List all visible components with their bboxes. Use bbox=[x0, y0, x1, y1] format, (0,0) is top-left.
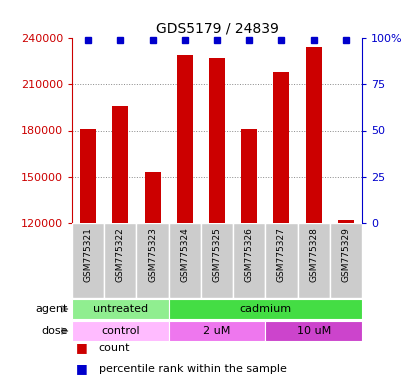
Bar bbox=[265, 321, 361, 341]
Text: GSM775325: GSM775325 bbox=[212, 227, 221, 281]
Text: 2 uM: 2 uM bbox=[203, 326, 230, 336]
Bar bbox=[265, 223, 297, 298]
Bar bbox=[72, 223, 104, 298]
Bar bbox=[209, 58, 225, 223]
Bar bbox=[176, 55, 192, 223]
Text: dose: dose bbox=[41, 326, 68, 336]
Bar bbox=[168, 321, 265, 341]
Bar bbox=[80, 129, 96, 223]
Text: GSM775324: GSM775324 bbox=[180, 227, 189, 281]
Bar bbox=[233, 223, 265, 298]
Text: GSM775329: GSM775329 bbox=[341, 227, 350, 281]
Bar bbox=[72, 321, 168, 341]
Bar bbox=[112, 106, 128, 223]
Bar bbox=[329, 223, 361, 298]
Text: GSM775326: GSM775326 bbox=[244, 227, 253, 281]
Bar bbox=[168, 299, 361, 319]
Text: control: control bbox=[101, 326, 139, 336]
Bar bbox=[144, 172, 160, 223]
Text: count: count bbox=[99, 343, 130, 353]
Bar bbox=[305, 47, 321, 223]
Text: agent: agent bbox=[36, 304, 68, 314]
Title: GDS5179 / 24839: GDS5179 / 24839 bbox=[155, 22, 278, 35]
Bar bbox=[168, 223, 200, 298]
Text: ■: ■ bbox=[76, 362, 88, 375]
Text: cadmium: cadmium bbox=[239, 304, 291, 314]
Text: percentile rank within the sample: percentile rank within the sample bbox=[99, 364, 286, 374]
Text: GSM775322: GSM775322 bbox=[116, 227, 124, 281]
Bar bbox=[273, 72, 289, 223]
Text: GSM775321: GSM775321 bbox=[83, 227, 92, 281]
Text: 10 uM: 10 uM bbox=[296, 326, 330, 336]
Bar bbox=[72, 299, 168, 319]
Bar bbox=[136, 223, 168, 298]
Text: GSM775323: GSM775323 bbox=[148, 227, 157, 281]
Text: untreated: untreated bbox=[92, 304, 148, 314]
Text: ■: ■ bbox=[76, 341, 88, 354]
Text: GSM775328: GSM775328 bbox=[308, 227, 317, 281]
Text: GSM775327: GSM775327 bbox=[276, 227, 285, 281]
Bar bbox=[104, 223, 136, 298]
Bar bbox=[240, 129, 257, 223]
Bar bbox=[337, 220, 353, 223]
Bar bbox=[297, 223, 329, 298]
Bar bbox=[200, 223, 233, 298]
